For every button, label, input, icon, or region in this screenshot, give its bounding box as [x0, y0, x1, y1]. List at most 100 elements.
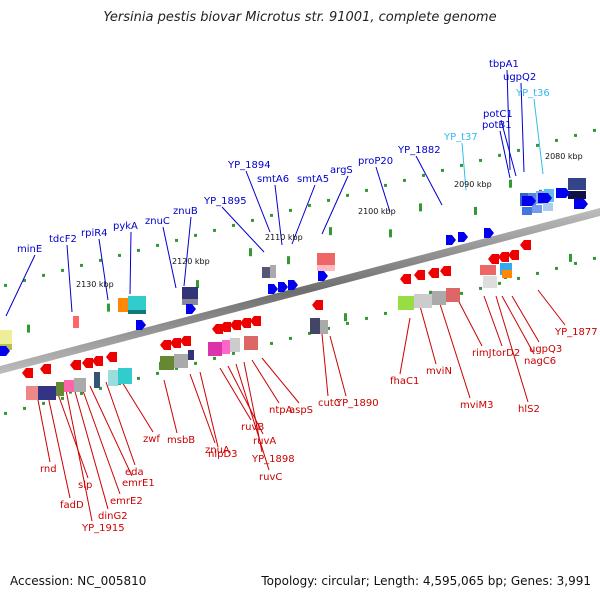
gene-box	[118, 298, 128, 312]
gene-label-bottom: mviM3	[460, 400, 493, 411]
track-dots-upper	[308, 203, 311, 207]
gene-label-top: znuC	[145, 216, 170, 227]
gene-box	[94, 372, 100, 388]
leader-line	[221, 206, 265, 253]
gene-box	[270, 265, 276, 278]
leader-line	[500, 119, 517, 177]
gene-label-top: potC1	[483, 109, 513, 120]
gene-box	[118, 368, 132, 384]
scale-label: 2100 kbp	[358, 207, 396, 216]
track-dots-lower	[42, 401, 45, 405]
leader-line	[89, 385, 133, 477]
forward-arrow	[458, 232, 468, 242]
gene-label-bottom: YP_1915	[81, 523, 125, 534]
track-dots-upper	[61, 268, 64, 272]
track-dots-lower	[346, 321, 349, 325]
map-title: Yersinia pestis biovar Microtus str. 910…	[103, 10, 497, 25]
gene-label-top: pykA	[113, 221, 138, 232]
track-dots-upper	[289, 208, 292, 212]
gene-label-bottom: cutC	[318, 398, 341, 409]
track-dots-upper	[175, 238, 178, 242]
track-dots-lower	[460, 291, 463, 295]
gene-box	[320, 320, 328, 334]
scale-tick-upper	[389, 229, 392, 238]
forward-arrow	[186, 304, 196, 314]
gene-label-bottom: fhaC1	[390, 376, 419, 387]
track-dots-upper	[498, 153, 501, 157]
gene-box	[73, 316, 79, 328]
track-dots-lower	[213, 356, 216, 360]
leader-line	[439, 303, 471, 399]
track-dots-upper	[403, 178, 406, 182]
gene-box	[64, 380, 74, 392]
track-dots-upper	[251, 218, 254, 222]
forward-arrow	[522, 196, 536, 206]
gene-label-bottom: YP_1898	[251, 454, 295, 465]
gene-box	[398, 296, 414, 310]
track-dots-upper	[23, 278, 26, 282]
leader-line	[329, 335, 347, 397]
reverse-arrow	[106, 352, 117, 362]
track-dots-lower	[80, 391, 83, 395]
gene-label-top: YP_t37	[443, 132, 478, 143]
gene-label-bottom: ruvA	[253, 436, 276, 447]
gene-box	[568, 191, 586, 199]
scale-label: 2080 kbp	[545, 152, 583, 161]
leader-line	[511, 295, 540, 343]
leader-line	[501, 295, 535, 355]
track-dots-upper	[80, 263, 83, 267]
leader-line	[495, 295, 529, 403]
leader-line	[261, 357, 300, 404]
track-dots-upper	[574, 133, 577, 137]
track-dots-lower	[479, 286, 482, 290]
gene-features	[0, 178, 588, 400]
leader-line	[483, 295, 503, 347]
reverse-arrow	[240, 318, 251, 328]
gene-box	[230, 338, 240, 352]
leader-line	[37, 399, 51, 463]
reverse-arrow	[22, 368, 33, 378]
gene-label-top: rpiR4	[81, 228, 108, 239]
track-dots-upper	[194, 233, 197, 237]
track-dots-lower	[593, 256, 596, 260]
gene-label-bottom: eda	[125, 467, 144, 478]
leader-line	[235, 363, 270, 471]
scale-label: 2110 kbp	[265, 233, 303, 242]
leader-line	[291, 184, 316, 245]
forward-arrow	[556, 188, 570, 198]
gene-box	[568, 178, 586, 190]
gene-label-top: potB1	[482, 120, 512, 131]
gene-box	[188, 350, 194, 360]
gene-label-top: argS	[330, 165, 353, 176]
track-dots-lower	[289, 336, 292, 340]
leader-line	[520, 82, 525, 173]
gene-box	[310, 318, 320, 334]
reverse-arrow	[440, 266, 451, 276]
gene-box	[483, 276, 497, 288]
track-dots-lower	[137, 376, 140, 380]
gene-label-bottom: ruvC	[259, 472, 282, 483]
leader-line	[321, 333, 329, 397]
leader-line	[5, 254, 36, 317]
track-dots-upper	[137, 248, 140, 252]
track-dots-upper	[4, 283, 7, 287]
gene-box	[56, 382, 64, 396]
track-dots-lower	[194, 361, 197, 365]
reverse-arrow	[508, 250, 519, 260]
leader-line	[65, 389, 93, 522]
gene-label-top: tbpA1	[489, 59, 519, 70]
gene-label-bottom: fadD	[60, 500, 84, 511]
gene-label-bottom: msbB	[167, 435, 195, 446]
gene-box	[262, 267, 270, 278]
gene-label-top: YP_1895	[203, 196, 247, 207]
leader-line	[73, 387, 109, 510]
gene-box	[174, 354, 188, 368]
track-dots-lower	[308, 331, 311, 335]
track-dots-lower	[327, 326, 330, 330]
track-dots-upper	[42, 273, 45, 277]
track-dots-lower	[156, 371, 159, 375]
leader-line	[163, 379, 178, 434]
gene-label-bottom: nlpD3	[208, 449, 238, 460]
gene-box	[222, 340, 230, 354]
track-dots-lower	[99, 386, 102, 390]
